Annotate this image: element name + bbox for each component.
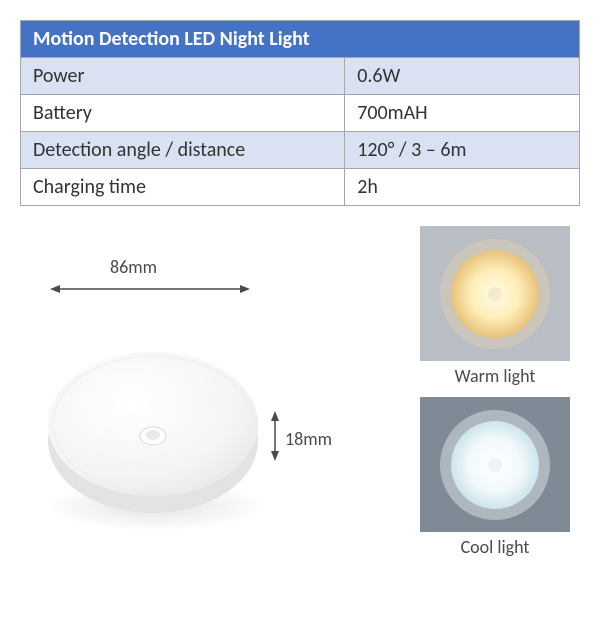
spec-value: 0.6W: [345, 58, 580, 95]
cool-light-label: Cool light: [420, 536, 570, 558]
main-diagram-area: 86mm: [0, 226, 600, 606]
table-row: Battery 700mAH: [21, 95, 580, 132]
width-arrow-icon: [50, 284, 250, 294]
spec-label: Battery: [21, 95, 345, 132]
product-diagram: 86mm: [30, 256, 350, 576]
spec-label: Detection angle / distance: [21, 132, 345, 169]
spec-value: 2h: [345, 169, 580, 206]
product-disc-icon: [30, 306, 280, 556]
spec-table: Motion Detection LED Night Light Power 0…: [20, 20, 580, 206]
warm-light-tile: [420, 226, 570, 361]
spec-table-title: Motion Detection LED Night Light: [21, 21, 580, 58]
warm-light-swatch: Warm light: [420, 226, 570, 387]
table-row: Power 0.6W: [21, 58, 580, 95]
light-swatches: Warm light Cool light: [420, 226, 570, 568]
warm-light-label: Warm light: [420, 365, 570, 387]
width-dimension-label: 86mm: [110, 256, 157, 278]
spec-label: Charging time: [21, 169, 345, 206]
height-dimension-label: 18mm: [285, 428, 332, 450]
cool-light-swatch: Cool light: [420, 397, 570, 558]
height-arrow-icon: [270, 411, 280, 461]
spec-value: 120° / 3 – 6m: [345, 132, 580, 169]
cool-light-tile: [420, 397, 570, 532]
spec-label: Power: [21, 58, 345, 95]
spec-value: 700mAH: [345, 95, 580, 132]
table-row: Charging time 2h: [21, 169, 580, 206]
warm-light-icon: [435, 234, 555, 354]
cool-light-icon: [435, 405, 555, 525]
table-row: Detection angle / distance 120° / 3 – 6m: [21, 132, 580, 169]
